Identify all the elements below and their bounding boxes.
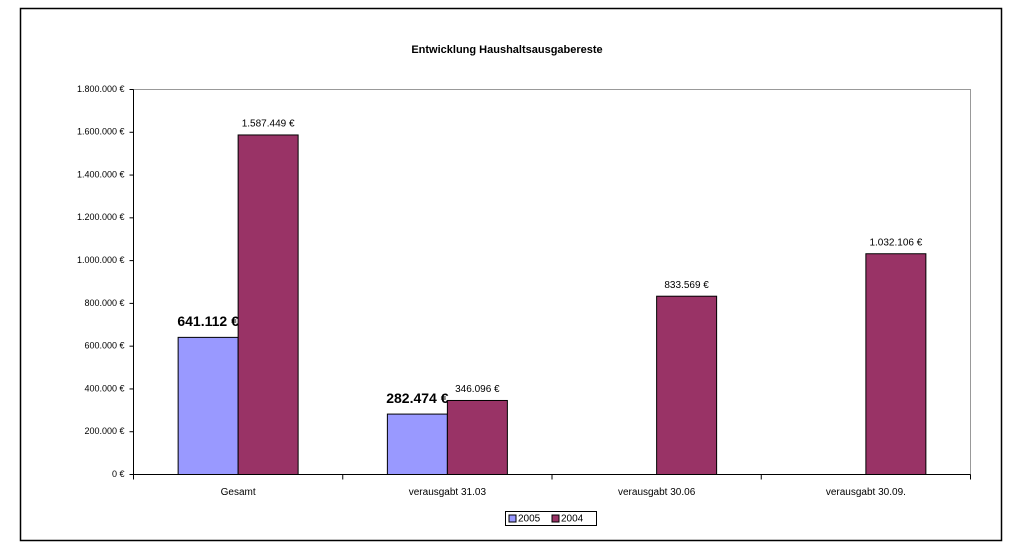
y-tick-label: 1.200.000 € <box>77 212 125 222</box>
y-tick-label: 400.000 € <box>84 383 124 393</box>
bar <box>177 336 239 475</box>
bar <box>386 413 448 475</box>
data-label: 282.474 € <box>386 390 448 406</box>
y-tick-label: 0 € <box>112 469 125 479</box>
bar <box>865 253 927 475</box>
y-tick-label: 1.000.000 € <box>77 255 125 265</box>
bar <box>237 134 299 475</box>
data-label: 1.032.106 € <box>869 237 922 248</box>
x-tick-label: verausgabt 31.03 <box>409 487 487 498</box>
y-tick-label: 1.400.000 € <box>77 169 125 179</box>
legend-label: 2004 <box>561 514 584 525</box>
legend-swatch <box>551 514 560 523</box>
legend-label: 2005 <box>518 514 541 525</box>
legend-box <box>505 511 597 526</box>
x-tick-label: Gesamt <box>221 487 256 498</box>
y-tick-label: 1.800.000 € <box>77 84 125 94</box>
legend-swatch <box>508 514 517 523</box>
y-tick-label: 800.000 € <box>84 298 124 308</box>
y-tick-label: 600.000 € <box>84 341 124 351</box>
bar <box>656 295 718 476</box>
y-tick-label: 1.600.000 € <box>77 127 125 137</box>
bar <box>446 399 508 475</box>
chart-title: Entwicklung Haushaltsausgabereste <box>411 44 602 56</box>
data-label: 641.112 € <box>177 313 239 329</box>
data-label: 346.096 € <box>455 384 500 395</box>
x-tick-label: verausgabt 30.06 <box>618 487 696 498</box>
data-label: 833.569 € <box>664 280 709 291</box>
x-tick-label: verausgabt 30.09. <box>826 487 906 498</box>
data-label: 1.587.449 € <box>242 119 295 130</box>
y-tick-label: 200.000 € <box>84 426 124 436</box>
